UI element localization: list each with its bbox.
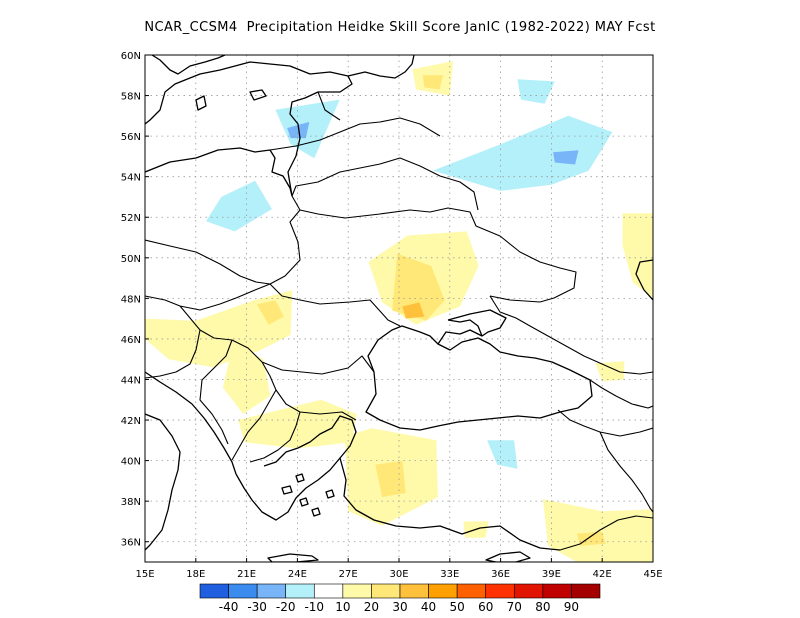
map-boundaries — [145, 55, 653, 562]
y-tick-label: 46N — [121, 335, 141, 346]
colorbar-swatch — [371, 583, 401, 599]
colorbar-swatch — [256, 583, 287, 599]
colorbar-swatch — [399, 583, 429, 599]
x-tick-label: 15E — [135, 569, 154, 580]
colorbar-swatch — [228, 583, 258, 599]
skill-region-8 — [392, 253, 445, 321]
skill-region-11 — [256, 300, 284, 325]
skill-score-regions — [145, 61, 653, 562]
azov-coastline — [447, 309, 507, 337]
aegean-coastline — [235, 415, 357, 521]
y-tick-label: 56N — [121, 132, 141, 143]
y-tick-label: 42N — [121, 416, 141, 427]
colorbar-label: 10 — [335, 600, 350, 614]
colorbar-label: 70 — [507, 600, 522, 614]
skill-region-0 — [206, 180, 272, 232]
island-gotland — [195, 95, 207, 111]
italy-coastline — [145, 413, 181, 551]
turkey-south-coast — [339, 457, 561, 551]
y-tick-label: 60N — [121, 51, 141, 62]
skill-region-3 — [432, 115, 613, 191]
skill-region-17 — [422, 75, 443, 90]
skill-region-21 — [576, 531, 606, 546]
island-saaremaa — [249, 89, 267, 101]
colorbar-label: 90 — [564, 600, 579, 614]
skill-region-20 — [542, 499, 653, 562]
colorbar-swatch — [199, 583, 229, 599]
colorbar-swatch — [456, 583, 487, 599]
x-axis-ticks: 15E 18E 21E 24E 27E 30E 33E 36E 39E 42E 45E — [135, 558, 663, 580]
y-tick-label: 40N — [121, 457, 141, 468]
colorbar-swatch — [485, 583, 515, 599]
skill-region-4 — [553, 150, 579, 165]
skill-region-15 — [375, 460, 406, 498]
colorbar-label: 60 — [478, 600, 493, 614]
colorbar-swatch — [571, 583, 601, 599]
gulf-coastline — [347, 55, 415, 79]
colorbar-label: 80 — [535, 600, 550, 614]
country-borders-east — [489, 295, 653, 551]
x-tick-label: 42E — [593, 569, 612, 580]
skill-region-10 — [145, 290, 293, 368]
y-tick-label: 48N — [121, 294, 141, 305]
y-tick-label: 54N — [121, 173, 141, 184]
x-tick-label: 36E — [491, 569, 510, 580]
caspian-coastline — [635, 259, 653, 301]
colorbar: -40 -30 -20 -10 10 20 30 40 50 60 70 80 90 — [199, 583, 601, 614]
y-tick-label: 50N — [121, 254, 141, 265]
scandinavia-coastline — [151, 55, 226, 75]
skill-region-6 — [487, 440, 518, 469]
skill-region-18 — [622, 213, 653, 299]
colorbar-label: 30 — [392, 600, 407, 614]
colorbar-swatch — [285, 583, 315, 599]
country-borders-central — [145, 283, 401, 463]
aegean-islands — [281, 473, 335, 517]
x-tick-label: 21E — [237, 569, 256, 580]
map-title: NCAR_CCSM4 Precipitation Heidke Skill Sc… — [144, 20, 656, 35]
country-borders-north — [145, 91, 577, 303]
y-tick-label: 52N — [121, 213, 141, 224]
cyprus-coastline — [485, 551, 531, 562]
skill-region-12 — [222, 343, 271, 414]
colorbar-swatch — [513, 583, 544, 599]
skill-region-19 — [595, 361, 625, 382]
colorbar-swatch — [428, 583, 458, 599]
y-tick-label: 36N — [121, 538, 141, 549]
y-tick-label: 38N — [121, 497, 141, 508]
skill-region-5 — [517, 79, 555, 104]
y-tick-label: 58N — [121, 92, 141, 103]
y-axis-ticks: 36N 38N 40N 42N 44N 46N 48N 50N 52N 54N 56N 58N 60N — [121, 51, 149, 549]
x-tick-label: 45E — [643, 569, 662, 580]
x-tick-label: 18E — [186, 569, 205, 580]
colorbar-label: -40 — [219, 600, 239, 614]
colorbar-swatch — [313, 583, 344, 599]
crete-coastline — [267, 553, 319, 562]
colorbar-label: 20 — [364, 600, 379, 614]
colorbar-label: 40 — [421, 600, 436, 614]
colorbar-label: -30 — [247, 600, 267, 614]
colorbar-label: -20 — [276, 600, 296, 614]
x-tick-label: 27E — [339, 569, 358, 580]
x-tick-label: 39E — [542, 569, 561, 580]
x-tick-label: 30E — [389, 569, 408, 580]
x-tick-label: 24E — [288, 569, 307, 580]
colorbar-label: 50 — [450, 600, 465, 614]
skill-region-9 — [402, 302, 425, 319]
baltic-coastline — [145, 61, 353, 197]
gridlines — [145, 55, 653, 562]
colorbar-swatch — [542, 583, 572, 599]
adriatic-coastline — [145, 371, 237, 475]
colorbar-label: -10 — [304, 600, 324, 614]
x-tick-label: 33E — [440, 569, 459, 580]
y-tick-label: 44N — [121, 375, 141, 386]
black-sea-coastline — [365, 325, 593, 431]
colorbar-swatch — [342, 583, 372, 599]
